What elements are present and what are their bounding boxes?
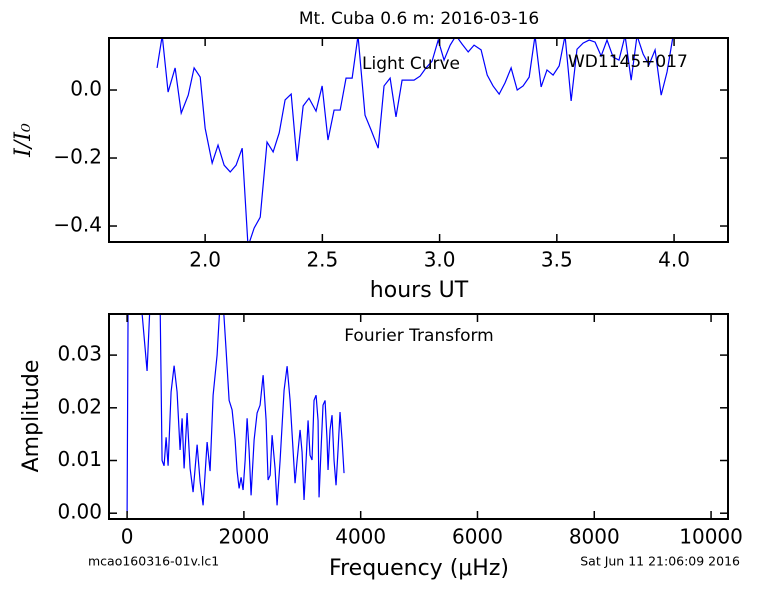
y-axis-label: Amplitude	[19, 360, 44, 473]
x-tick-label: 2000	[218, 525, 269, 549]
x-tick-label: 2.5	[306, 248, 338, 272]
footer-left: mcao160316-01v.lc1	[88, 554, 219, 569]
x-axis-label: Frequency (μHz)	[329, 556, 509, 581]
annotation: WD1145+017	[568, 52, 688, 72]
data-line	[126, 314, 345, 514]
x-tick-label: 4.0	[658, 248, 690, 272]
x-tick-label: 0	[121, 525, 134, 549]
x-tick-label: 10000	[679, 525, 743, 549]
x-axis-label: hours UT	[370, 278, 469, 303]
y-tick-label: 0.03	[57, 342, 102, 366]
y-tick-label: 0.01	[57, 447, 102, 471]
x-tick-label: 2.0	[189, 248, 221, 272]
y-tick-label: 0.02	[57, 394, 102, 418]
x-tick-label: 8000	[569, 525, 620, 549]
x-tick-label: 4000	[335, 525, 386, 549]
footer-right: Sat Jun 11 21:06:09 2016	[580, 554, 740, 569]
x-tick-label: 3.0	[424, 248, 456, 272]
y-axis-label: I/I₀	[11, 123, 36, 158]
x-tick-label: 6000	[452, 525, 503, 549]
data-line	[156, 38, 674, 242]
x-tick-label: 3.5	[541, 248, 573, 272]
axes-frame	[108, 37, 729, 243]
y-tick-label: −0.4	[53, 213, 102, 237]
annotation: Light Curve	[362, 54, 460, 74]
y-tick-label: 0.00	[57, 500, 102, 524]
axes-frame	[108, 313, 729, 520]
y-tick-label: −0.2	[53, 145, 102, 169]
annotation: Fourier Transform	[344, 326, 493, 346]
figure-title: Mt. Cuba 0.6 m: 2016-03-16	[299, 9, 539, 29]
y-tick-label: 0.0	[70, 77, 102, 101]
